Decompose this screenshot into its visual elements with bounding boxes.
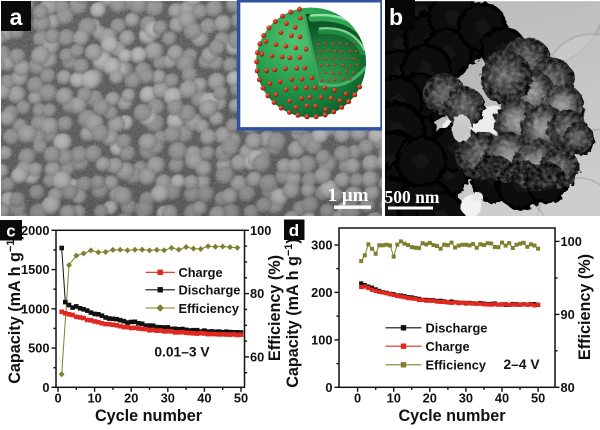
svg-text:30: 30 (161, 391, 175, 406)
svg-text:1 μm: 1 μm (328, 185, 369, 206)
svg-text:Cycle number: Cycle number (398, 407, 506, 425)
svg-text:b: b (389, 4, 403, 30)
svg-text:50: 50 (531, 391, 545, 406)
svg-text:Discharge: Discharge (179, 283, 241, 298)
svg-text:0: 0 (325, 380, 332, 395)
svg-text:90: 90 (561, 307, 575, 322)
svg-text:80: 80 (250, 286, 264, 301)
svg-text:20: 20 (423, 391, 437, 406)
svg-text:60: 60 (250, 349, 264, 364)
svg-text:0: 0 (54, 391, 61, 406)
svg-text:500 nm: 500 nm (385, 187, 440, 207)
svg-text:0: 0 (354, 391, 361, 406)
svg-text:1500: 1500 (21, 262, 49, 277)
svg-text:2000: 2000 (21, 223, 49, 238)
svg-text:Efficiency: Efficiency (426, 358, 487, 373)
svg-text:0: 0 (42, 380, 49, 395)
svg-text:Cycle number: Cycle number (95, 407, 203, 425)
svg-text:Discharge: Discharge (426, 321, 488, 336)
svg-text:Efficiency (%): Efficiency (%) (266, 255, 284, 361)
svg-text:2–4 V: 2–4 V (503, 357, 540, 372)
svg-text:100: 100 (311, 332, 332, 347)
svg-text:0.01–3 V: 0.01–3 V (154, 345, 210, 360)
svg-text:Efficiency (%): Efficiency (%) (576, 254, 594, 360)
svg-text:Efficiency: Efficiency (179, 301, 240, 316)
svg-text:1000: 1000 (21, 301, 49, 316)
svg-text:a: a (10, 4, 23, 30)
svg-text:30: 30 (459, 391, 473, 406)
svg-text:Capacity (mA h g−1): Capacity (mA h g−1) (283, 238, 302, 388)
svg-text:Charge: Charge (179, 265, 223, 280)
svg-text:Capacity (mA h g−1): Capacity (mA h g−1) (5, 234, 24, 384)
svg-text:100: 100 (250, 223, 271, 238)
svg-text:20: 20 (124, 391, 138, 406)
svg-text:40: 40 (495, 391, 509, 406)
svg-text:40: 40 (197, 391, 211, 406)
svg-text:500: 500 (28, 341, 49, 356)
svg-text:50: 50 (234, 391, 248, 406)
svg-text:300: 300 (311, 238, 332, 253)
svg-text:c: c (6, 222, 15, 241)
svg-text:200: 200 (311, 285, 332, 300)
svg-text:Charge: Charge (426, 339, 470, 354)
svg-text:d: d (289, 221, 299, 240)
svg-text:10: 10 (87, 391, 101, 406)
svg-text:100: 100 (561, 234, 582, 249)
svg-text:80: 80 (561, 380, 575, 395)
svg-text:10: 10 (387, 391, 401, 406)
